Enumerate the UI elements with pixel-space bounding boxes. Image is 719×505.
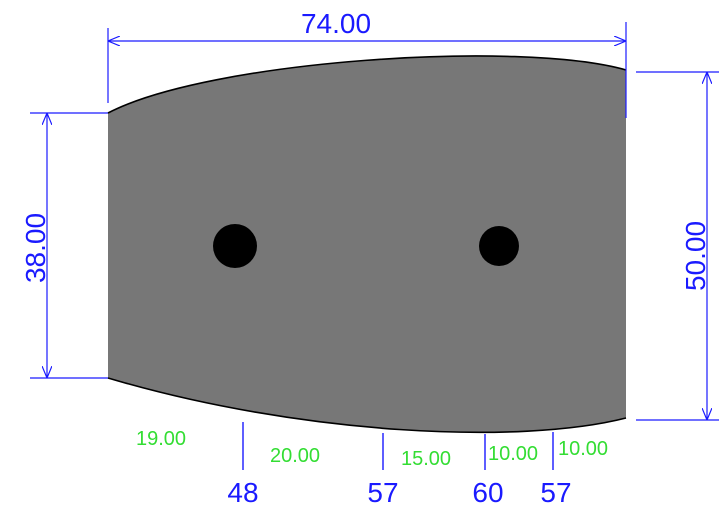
right-height-dimension bbox=[636, 71, 719, 421]
section-width-label-4: 10.00 bbox=[488, 443, 538, 465]
station-ticks bbox=[242, 422, 554, 470]
station-height-label-2: 57 bbox=[367, 477, 398, 505]
part-profile bbox=[108, 56, 626, 433]
left-height-label: 38.00 bbox=[20, 213, 51, 283]
right-height-label: 50.00 bbox=[680, 221, 711, 291]
section-width-label-1: 19.00 bbox=[136, 428, 186, 450]
part-bottom-edge bbox=[107, 377, 627, 434]
left-height-dimension bbox=[30, 112, 108, 379]
overall-width-label: 74.00 bbox=[301, 8, 371, 39]
section-width-label-3: 15.00 bbox=[401, 448, 451, 470]
station-height-label-1: 48 bbox=[227, 477, 258, 505]
section-width-label-5: 10.00 bbox=[558, 438, 608, 460]
station-height-label-3: 60 bbox=[472, 477, 503, 505]
width-dimension bbox=[107, 22, 627, 118]
section-width-label-2: 20.00 bbox=[270, 445, 320, 467]
right-hole bbox=[479, 226, 519, 266]
station-height-label-4: 57 bbox=[540, 477, 571, 505]
part-top-edge bbox=[107, 55, 627, 114]
left-hole bbox=[213, 224, 257, 268]
